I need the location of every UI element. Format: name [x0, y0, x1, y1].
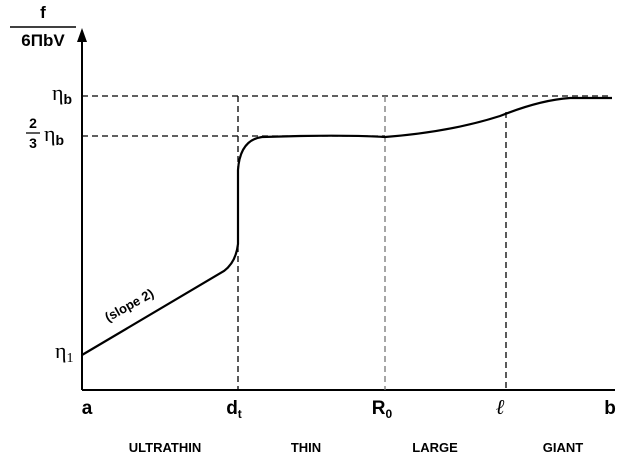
region-label: THIN: [291, 440, 321, 455]
fraction-denominator: 3: [29, 135, 37, 151]
region-label: LARGE: [412, 440, 458, 455]
region-label: ULTRATHIN: [129, 440, 201, 455]
force-curve: [81, 96, 612, 356]
point-a: a: [82, 398, 93, 419]
fraction-numerator: 2: [29, 115, 37, 131]
point-r0: R0: [372, 398, 393, 421]
point-l: ℓ: [496, 395, 505, 419]
point-dt: dt: [226, 398, 242, 421]
y-label-denominator: 6ΠbV: [21, 31, 65, 50]
y-label-numerator: f: [40, 3, 46, 22]
level-eta-1: η1: [55, 338, 74, 366]
y-axis-arrow: [77, 28, 87, 42]
region-label: GIANT: [543, 440, 584, 455]
level-two-thirds-eta-b: ηb: [44, 121, 64, 148]
level-eta-b: ηb: [52, 80, 72, 107]
slope-annotation: (slope 2): [102, 286, 156, 325]
point-b: b: [604, 398, 616, 419]
